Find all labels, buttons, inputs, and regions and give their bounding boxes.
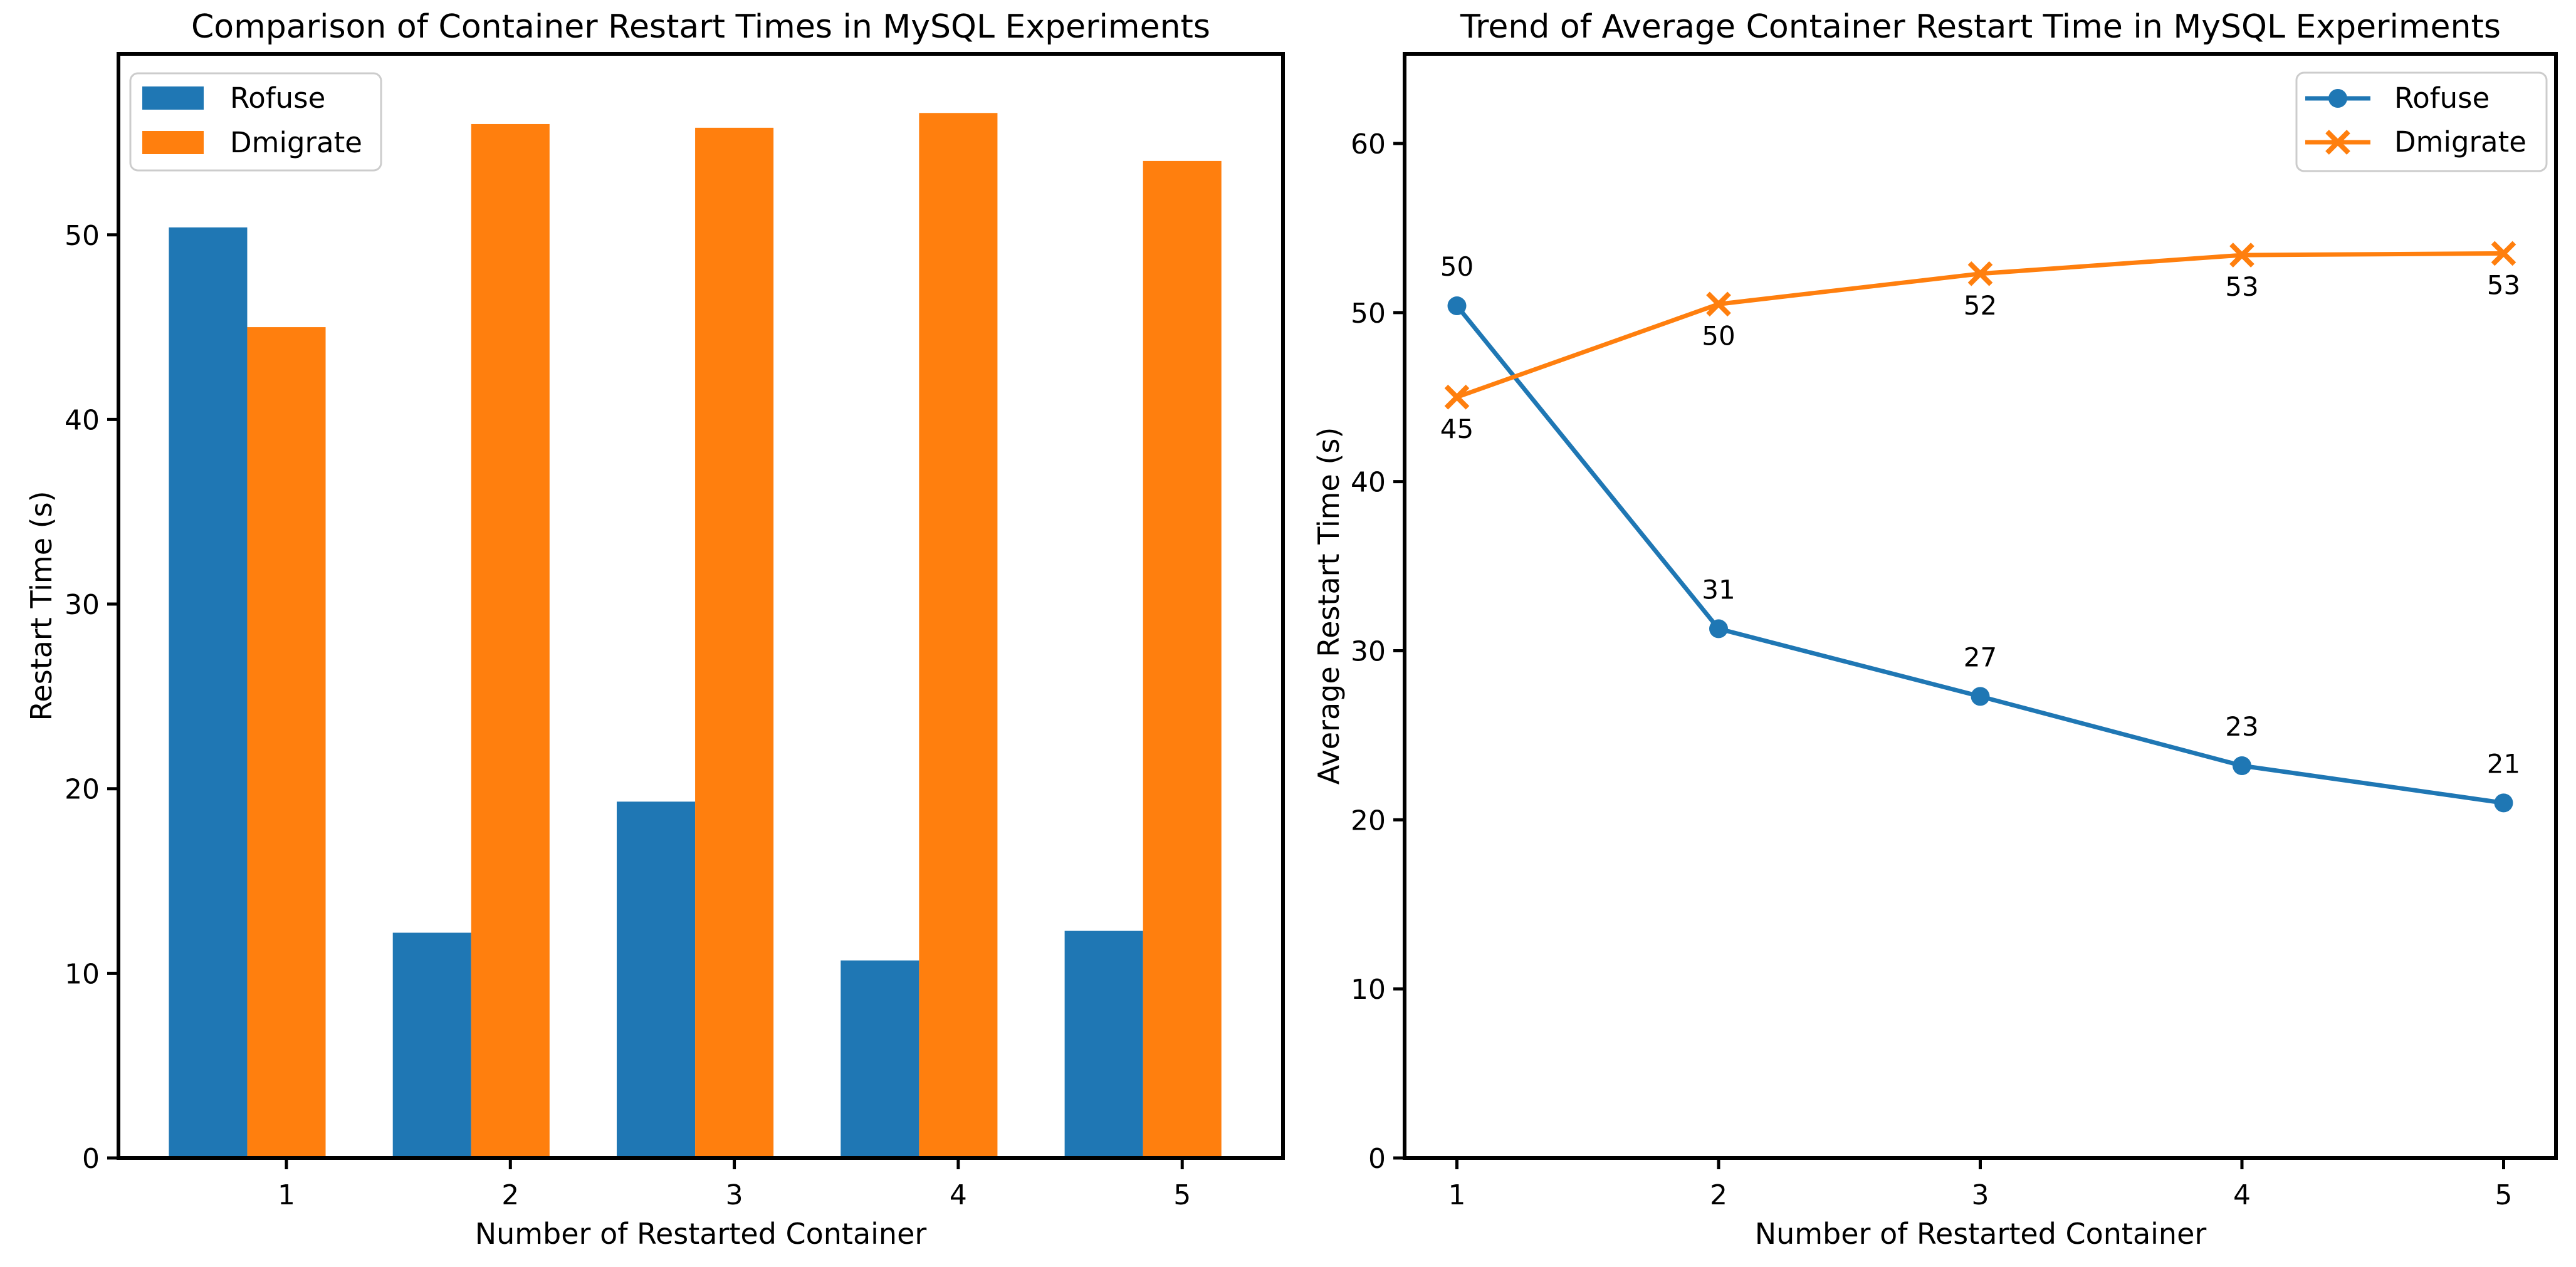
point-label-dmigrate-x2: 50 <box>1702 320 1735 351</box>
bar-rofuse-x5 <box>1064 931 1143 1158</box>
y-tick-label-30: 30 <box>1351 636 1386 668</box>
line-chart-title: Trend of Average Container Restart Time … <box>1460 8 2501 46</box>
line-chart-ylabel: Average Restart Time (s) <box>1312 427 1346 785</box>
x-tick-label-3: 3 <box>726 1179 743 1211</box>
marker-rofuse-x1 <box>1447 296 1467 316</box>
bar-dmigrate-x3 <box>695 127 774 1159</box>
y-tick-label-0: 0 <box>82 1143 100 1175</box>
y-tick-label-10: 10 <box>65 958 100 990</box>
x-tick-label-4: 4 <box>2233 1179 2251 1211</box>
plot-border <box>117 52 1285 1160</box>
bar-dmigrate-x4 <box>919 113 998 1159</box>
x-tick-label-1: 1 <box>278 1179 295 1211</box>
legend-swatch-rofuse <box>142 86 204 110</box>
point-label-dmigrate-x3: 52 <box>1964 290 1997 321</box>
line-chart-xlabel: Number of Restarted Container <box>1755 1217 2207 1251</box>
legend-label-rofuse: Rofuse <box>230 81 325 115</box>
marker-rofuse-x5 <box>2494 793 2513 813</box>
marker-dmigrate-x4 <box>2229 242 2254 268</box>
bar-dmigrate-x5 <box>1143 160 1222 1158</box>
bar-chart-xlabel: Number of Restarted Container <box>475 1217 927 1251</box>
bar-rofuse-x4 <box>840 960 919 1158</box>
legend-marker-rofuse-circle-icon <box>2328 89 2347 108</box>
point-label-rofuse-x5: 21 <box>2487 748 2520 779</box>
y-tick-label-30: 30 <box>65 589 100 621</box>
point-label-dmigrate-x5: 53 <box>2487 269 2520 300</box>
y-tick-label-0: 0 <box>1368 1143 1386 1175</box>
legend-swatch-dmigrate <box>142 131 204 154</box>
x-tick-label-2: 2 <box>501 1179 519 1211</box>
bar-rofuse-x1 <box>169 227 248 1158</box>
bar-dmigrate-x1 <box>247 327 326 1158</box>
marker-dmigrate-x2 <box>1706 291 1731 317</box>
point-label-dmigrate-x1: 45 <box>1440 414 1474 444</box>
point-label-rofuse-x4: 23 <box>2225 711 2258 742</box>
bar-chart: 0 10 20 30 40 50 1 2 3 4 5 Comparison of Container… <box>24 8 1285 1251</box>
marker-dmigrate-x5 <box>2491 241 2516 266</box>
y-tick-label-60: 60 <box>1351 128 1386 160</box>
x-tick-label-1: 1 <box>1448 1179 1466 1211</box>
marker-rofuse-x2 <box>1709 619 1728 639</box>
legend-label-dmigrate: Dmigrate <box>2394 125 2526 159</box>
y-tick-label-50: 50 <box>1351 298 1386 330</box>
point-label-dmigrate-x4: 53 <box>2225 271 2258 302</box>
bar-chart-ylabel: Restart Time (s) <box>24 491 58 721</box>
x-tick-label-5: 5 <box>1173 1179 1191 1211</box>
bar-rofuse-x2 <box>392 932 471 1158</box>
y-tick-label-10: 10 <box>1351 974 1386 1006</box>
x-tick-label-4: 4 <box>950 1179 967 1211</box>
legend-label-rofuse: Rofuse <box>2394 81 2490 115</box>
y-tick-label-40: 40 <box>1351 467 1386 499</box>
legend-label-dmigrate: Dmigrate <box>230 126 362 159</box>
point-label-rofuse-x1: 50 <box>1440 251 1474 282</box>
y-tick-label-20: 20 <box>1351 805 1386 837</box>
legend: Rofuse Dmigrate <box>2295 71 2548 172</box>
x-tick-label-3: 3 <box>1972 1179 1989 1211</box>
bar-rofuse-x3 <box>617 801 696 1158</box>
plot-border <box>1403 52 2558 1160</box>
y-tick-label-20: 20 <box>65 774 100 806</box>
y-tick-label-50: 50 <box>65 220 100 252</box>
marker-dmigrate-x1 <box>1444 384 1470 410</box>
point-label-rofuse-x2: 31 <box>1702 574 1735 605</box>
legend: Rofuse Dmigrate <box>129 72 382 172</box>
x-tick-label-5: 5 <box>2495 1179 2513 1211</box>
legend-marker-dmigrate-x-icon <box>2325 130 2350 155</box>
line-rofuse <box>1455 304 2504 805</box>
x-tick-label-2: 2 <box>1710 1179 1727 1211</box>
bar-chart-title: Comparison of Container Restart Times in… <box>191 8 1210 46</box>
point-label-rofuse-x3: 27 <box>1964 642 1997 672</box>
marker-rofuse-x4 <box>2233 756 2251 775</box>
bar-dmigrate-x2 <box>471 123 550 1158</box>
marker-rofuse-x3 <box>1971 687 1990 706</box>
marker-dmigrate-x3 <box>1967 261 1993 286</box>
y-tick-label-40: 40 <box>65 404 100 436</box>
